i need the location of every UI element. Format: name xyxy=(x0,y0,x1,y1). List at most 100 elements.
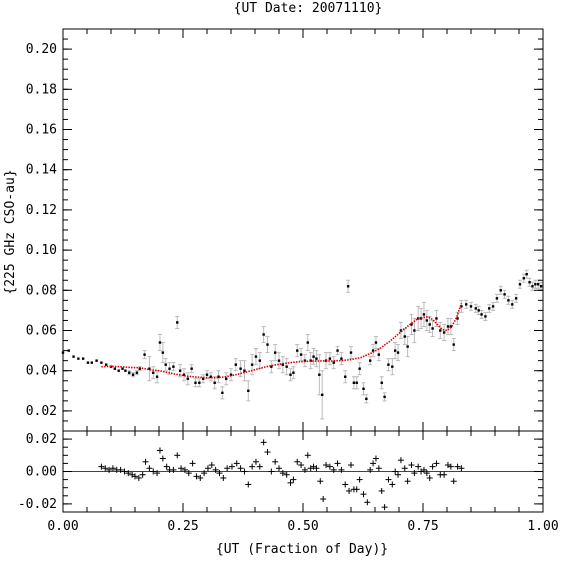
residual-point xyxy=(370,460,377,467)
data-point xyxy=(413,329,416,332)
data-point xyxy=(176,321,179,324)
data-point xyxy=(391,365,394,368)
residual-point xyxy=(154,470,161,477)
y-tick-label: 0.14 xyxy=(26,163,57,178)
data-point xyxy=(213,381,216,384)
x-tick-label: 0.25 xyxy=(167,519,198,534)
y-tick-label: 0.10 xyxy=(26,243,57,258)
x-tick-label: 0.50 xyxy=(287,519,318,534)
data-point xyxy=(396,351,400,354)
residual-point xyxy=(304,452,311,459)
data-point xyxy=(299,353,303,356)
data-point xyxy=(431,327,434,330)
y-tick-label: 0.20 xyxy=(26,42,57,57)
data-point xyxy=(452,343,455,346)
data-point xyxy=(446,325,450,328)
residual-point xyxy=(268,468,275,475)
data-point xyxy=(124,369,127,372)
data-point xyxy=(525,273,528,276)
data-point xyxy=(81,357,85,360)
residual-point xyxy=(208,462,215,469)
residual-point xyxy=(367,466,374,473)
residual-point xyxy=(353,486,360,493)
data-point xyxy=(528,281,531,284)
residual-point xyxy=(401,465,408,472)
residual-point xyxy=(408,462,415,469)
data-point xyxy=(491,305,495,308)
residual-point xyxy=(142,458,149,465)
data-point xyxy=(239,367,242,370)
residual-point xyxy=(441,471,448,478)
x-axis-label: {UT (Fraction of Day)} xyxy=(216,542,388,557)
data-point xyxy=(258,359,261,362)
data-point xyxy=(247,389,250,392)
data-point xyxy=(155,375,159,378)
data-point xyxy=(164,363,167,366)
data-point xyxy=(507,299,510,302)
data-point xyxy=(113,367,117,370)
data-point xyxy=(469,305,473,308)
data-point xyxy=(285,365,288,368)
residual-point xyxy=(102,465,109,472)
residual-point xyxy=(385,476,392,483)
residual-point xyxy=(283,471,290,478)
residual-point xyxy=(132,473,138,480)
residual-point xyxy=(423,470,430,477)
data-point xyxy=(128,371,131,374)
data-point xyxy=(168,367,171,370)
data-point xyxy=(522,277,525,280)
residual-point xyxy=(378,487,385,494)
data-point xyxy=(534,283,537,286)
data-point xyxy=(474,307,477,310)
data-point xyxy=(243,369,246,372)
data-point xyxy=(72,355,75,358)
residual-point xyxy=(415,463,422,470)
x-tick-label: 0.75 xyxy=(407,519,438,534)
data-point xyxy=(531,285,534,288)
data-point xyxy=(362,387,365,390)
data-point xyxy=(190,367,193,370)
data-point xyxy=(318,373,321,376)
residual-point xyxy=(212,466,219,473)
main-axes: 0.02 0.04 0.06 0.08 0.10 0.12 0.14 0.16 0.18 0.20 xyxy=(26,28,544,512)
residual-point xyxy=(313,465,320,472)
residual-point xyxy=(287,479,294,486)
data-point xyxy=(209,375,213,378)
data-point xyxy=(460,305,463,308)
residual-y-tick-label: 0.02 xyxy=(26,432,57,447)
residual-point xyxy=(301,466,308,473)
data-point xyxy=(217,375,220,378)
data-point xyxy=(296,349,299,352)
residual-point xyxy=(174,452,181,459)
residual-point xyxy=(389,481,396,488)
residual-point xyxy=(429,463,436,470)
data-point xyxy=(442,331,446,334)
residual-point xyxy=(458,465,465,472)
residual-point xyxy=(450,478,457,485)
residual-point xyxy=(356,476,363,483)
data-point xyxy=(480,313,483,316)
residual-point xyxy=(381,504,388,511)
residual-point xyxy=(272,458,279,465)
data-point xyxy=(225,377,228,380)
y-tick-label: 0.16 xyxy=(26,123,57,138)
data-point xyxy=(355,381,358,384)
residual-point xyxy=(159,455,166,462)
residual-point xyxy=(298,462,305,469)
residual-point xyxy=(290,476,297,483)
residual-point xyxy=(326,463,333,470)
residual-point xyxy=(397,457,404,464)
data-point xyxy=(387,363,390,366)
data-point xyxy=(306,341,309,344)
residual-point xyxy=(185,470,192,477)
residual-point xyxy=(426,474,433,481)
residual-point xyxy=(98,463,105,470)
data-point xyxy=(234,363,237,366)
data-point xyxy=(495,297,499,300)
data-point xyxy=(143,353,146,356)
data-point xyxy=(315,357,318,360)
x-tick-label: 1.00 xyxy=(527,519,558,534)
data-point xyxy=(186,377,189,380)
data-point xyxy=(205,373,209,376)
data-point xyxy=(117,369,120,372)
